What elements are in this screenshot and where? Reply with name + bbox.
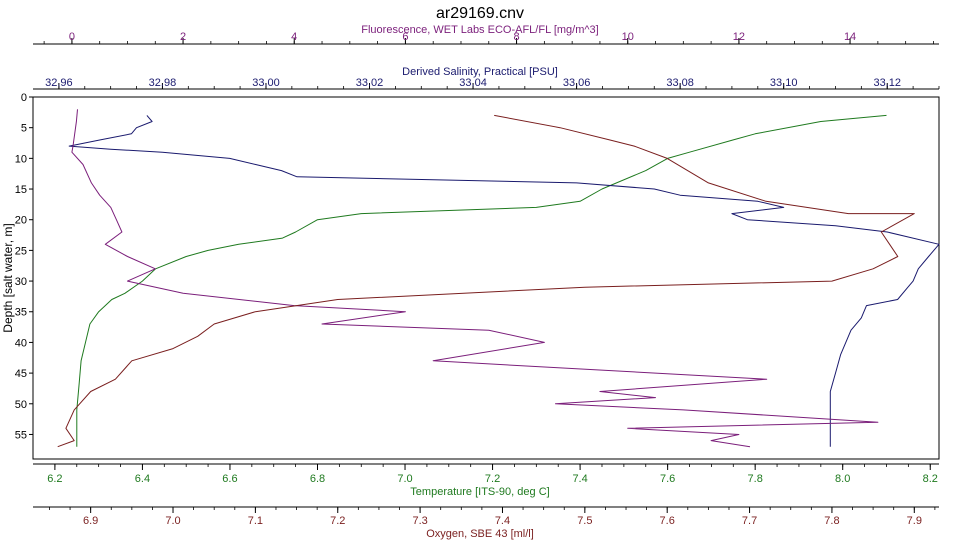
oxygen-tick-label: 7.6 [660,515,675,527]
fluorescence-tick-label: 12 [733,31,745,43]
fluorescence-tick-label: 2 [180,31,186,43]
fluorescence-tick-label: 10 [622,31,634,43]
temperature-tick-label: 6.2 [47,473,62,485]
temperature-profile-line [76,114,887,447]
salinity-tick-label: 33,00 [252,77,280,89]
y-tick-label: 30 [15,276,27,288]
fluorescence-tick-label: 6 [402,31,408,43]
oxygen-tick-label: 7.3 [412,515,427,527]
salinity-tick-label: 33,04 [459,77,487,89]
temperature-tick-label: 7.8 [748,473,763,485]
y-tick-label: 5 [21,123,27,135]
salinity-tick-label: 33,08 [666,77,694,89]
series-layer [57,109,940,448]
y-tick-label: 10 [15,153,27,165]
oxygen-tick-label: 7.8 [824,515,839,527]
salinity-tick-label: 32,96 [45,77,73,89]
temperature-axis-label: Temperature [ITS-90, deg C] [410,486,549,498]
fluorescence-tick-label: 8 [514,31,520,43]
temperature-tick-label: 6.8 [310,473,325,485]
y-tick-label: 45 [15,368,27,380]
salinity-tick-label: 33,10 [770,77,798,89]
y-tick-label: 35 [15,307,27,319]
oxygen-tick-label: 7.9 [907,515,922,527]
temperature-tick-label: 7.2 [485,473,500,485]
temperature-tick-label: 7.6 [660,473,675,485]
plot-area-frame [32,96,940,460]
y-tick-label: 40 [15,337,27,349]
oxygen-tick-label: 6.9 [83,515,98,527]
salinity-tick-label: 33,02 [356,77,384,89]
oxygen-axis-label: Oxygen, SBE 43 [ml/l] [426,528,534,540]
salinity-tick-label: 33,06 [563,77,591,89]
fluorescence-tick-label: 0 [69,31,75,43]
temperature-tick-label: 6.4 [135,473,150,485]
y-tick-label: 25 [15,245,27,257]
salinity-axis-label: Derived Salinity, Practical [PSU] [402,66,558,78]
temperature-tick-label: 8.0 [835,473,850,485]
oxygen-tick-label: 7.2 [330,515,345,527]
fluorescence-tick-label: 14 [844,31,856,43]
salinity-profile-line [68,115,940,447]
temperature-tick-label: 6.6 [222,473,237,485]
y-axis-label: Depth [salt water, m] [1,223,15,332]
fluorescence-profile-line [71,109,879,448]
oxygen-tick-label: 7.4 [495,515,510,527]
axes: 0 5 10 15 20 25 30 35 40 45 50 55 0 2 4 6 8 10 12 14 Fluores… [15,24,940,540]
temperature-tick-label: 7.4 [572,473,587,485]
salinity-tick-label: 32,98 [149,77,177,89]
oxygen-profile-line [57,114,915,448]
temperature-tick-label: 8.2 [923,473,938,485]
y-tick-label: 20 [15,215,27,227]
oxygen-tick-label: 7.1 [248,515,263,527]
y-tick-label: 55 [15,429,27,441]
fluorescence-tick-label: 4 [291,31,297,43]
y-tick-label: 0 [21,92,27,104]
salinity-tick-label: 33,12 [873,77,901,89]
temperature-tick-label: 7.0 [397,473,412,485]
oxygen-tick-label: 7.0 [165,515,180,527]
y-tick-label: 50 [15,399,27,411]
oxygen-tick-label: 7.5 [577,515,592,527]
oxygen-tick-label: 7.7 [742,515,757,527]
chart-title: ar29169.cnv [436,5,524,22]
fluorescence-axis-label: Fluorescence, WET Labs ECO-AFL/FL [mg/m^… [361,24,598,36]
y-tick-label: 15 [15,184,27,196]
